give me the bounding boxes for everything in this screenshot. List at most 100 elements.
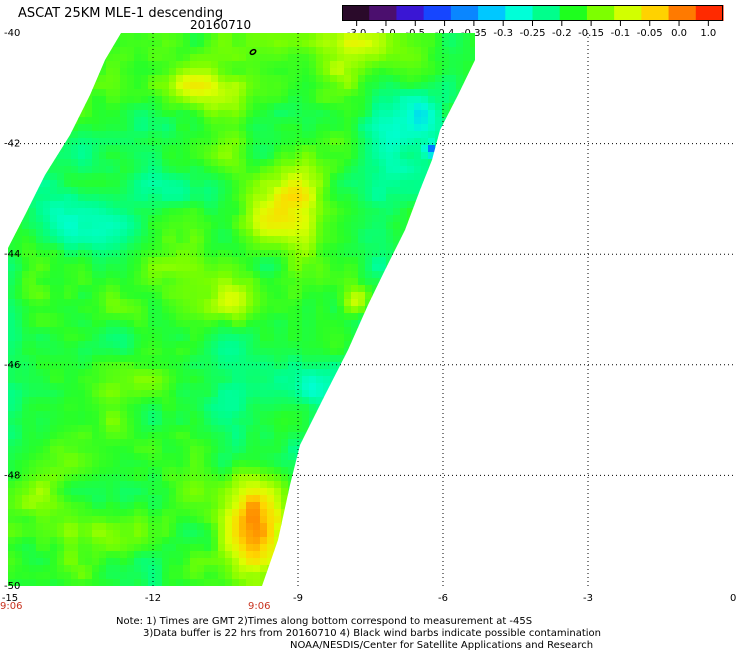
wind-cell (225, 306, 232, 313)
wind-cell (148, 257, 155, 264)
wind-cell (113, 495, 120, 502)
wind-cell (71, 208, 78, 215)
wind-cell (386, 61, 393, 68)
wind-cell (204, 82, 211, 89)
wind-cell (309, 439, 316, 446)
wind-cell (15, 341, 22, 348)
wind-cell (169, 390, 176, 397)
wind-cell (344, 495, 351, 502)
wind-cell (267, 271, 274, 278)
wind-cell (365, 215, 372, 222)
wind-cell (78, 173, 85, 180)
wind-cell (470, 145, 477, 152)
wind-cell (295, 208, 302, 215)
wind-cell (379, 530, 386, 537)
wind-cell (176, 40, 183, 47)
wind-cell (358, 47, 365, 54)
wind-cell (36, 47, 43, 54)
wind-cell (85, 502, 92, 509)
wind-cell (239, 425, 246, 432)
wind-cell (92, 418, 99, 425)
wind-cell (302, 222, 309, 229)
wind-cell (113, 47, 120, 54)
wind-cell (274, 397, 281, 404)
wind-cell (267, 201, 274, 208)
wind-cell (428, 243, 435, 250)
wind-cell (477, 145, 484, 152)
wind-cell (421, 446, 428, 453)
wind-cell (211, 446, 218, 453)
wind-cell (246, 264, 253, 271)
wind-cell (169, 131, 176, 138)
wind-cell (400, 201, 407, 208)
wind-cell (414, 152, 421, 159)
wind-cell (239, 467, 246, 474)
wind-cell (386, 362, 393, 369)
wind-cell (148, 334, 155, 341)
wind-cell (323, 285, 330, 292)
wind-cell (162, 89, 169, 96)
wind-cell (22, 404, 29, 411)
wind-cell (85, 292, 92, 299)
wind-cell (351, 418, 358, 425)
wind-cell (225, 110, 232, 117)
wind-cell (302, 320, 309, 327)
wind-cell (463, 173, 470, 180)
wind-cell (127, 124, 134, 131)
wind-cell (337, 166, 344, 173)
wind-cell (400, 194, 407, 201)
wind-cell (169, 229, 176, 236)
wind-cell (288, 299, 295, 306)
wind-cell (232, 334, 239, 341)
wind-cell (36, 250, 43, 257)
wind-cell (127, 173, 134, 180)
wind-cell (57, 187, 64, 194)
wind-cell (316, 201, 323, 208)
wind-cell (330, 488, 337, 495)
wind-cell (407, 61, 414, 68)
wind-cell (43, 411, 50, 418)
wind-cell (141, 390, 148, 397)
wind-cell (134, 334, 141, 341)
wind-cell (155, 306, 162, 313)
wind-cell (274, 355, 281, 362)
wind-cell (197, 152, 204, 159)
wind-cell (183, 194, 190, 201)
wind-cell (197, 173, 204, 180)
wind-cell (57, 61, 64, 68)
wind-cell (337, 418, 344, 425)
wind-cell (50, 327, 57, 334)
wind-cell (267, 166, 274, 173)
wind-cell (183, 390, 190, 397)
wind-cell (22, 117, 29, 124)
wind-cell (176, 61, 183, 68)
wind-cell (113, 201, 120, 208)
wind-cell (169, 61, 176, 68)
wind-cell (92, 523, 99, 530)
wind-cell (260, 509, 267, 516)
wind-cell (15, 215, 22, 222)
wind-cell (393, 201, 400, 208)
wind-cell (57, 502, 64, 509)
wind-cell (463, 425, 470, 432)
wind-cell (386, 152, 393, 159)
wind-cell (393, 411, 400, 418)
wind-cell (470, 418, 477, 425)
wind-cell (470, 523, 477, 530)
wind-cell (372, 138, 379, 145)
wind-cell (134, 369, 141, 376)
wind-cell (330, 376, 337, 383)
wind-cell (239, 313, 246, 320)
wind-cell (288, 432, 295, 439)
wind-cell (148, 96, 155, 103)
wind-cell (470, 68, 477, 75)
wind-cell (456, 425, 463, 432)
wind-cell (183, 124, 190, 131)
wind-cell (449, 376, 456, 383)
wind-cell (253, 96, 260, 103)
wind-cell (253, 439, 260, 446)
wind-cell (295, 285, 302, 292)
wind-cell (232, 215, 239, 222)
wind-cell (169, 194, 176, 201)
wind-cell (358, 292, 365, 299)
